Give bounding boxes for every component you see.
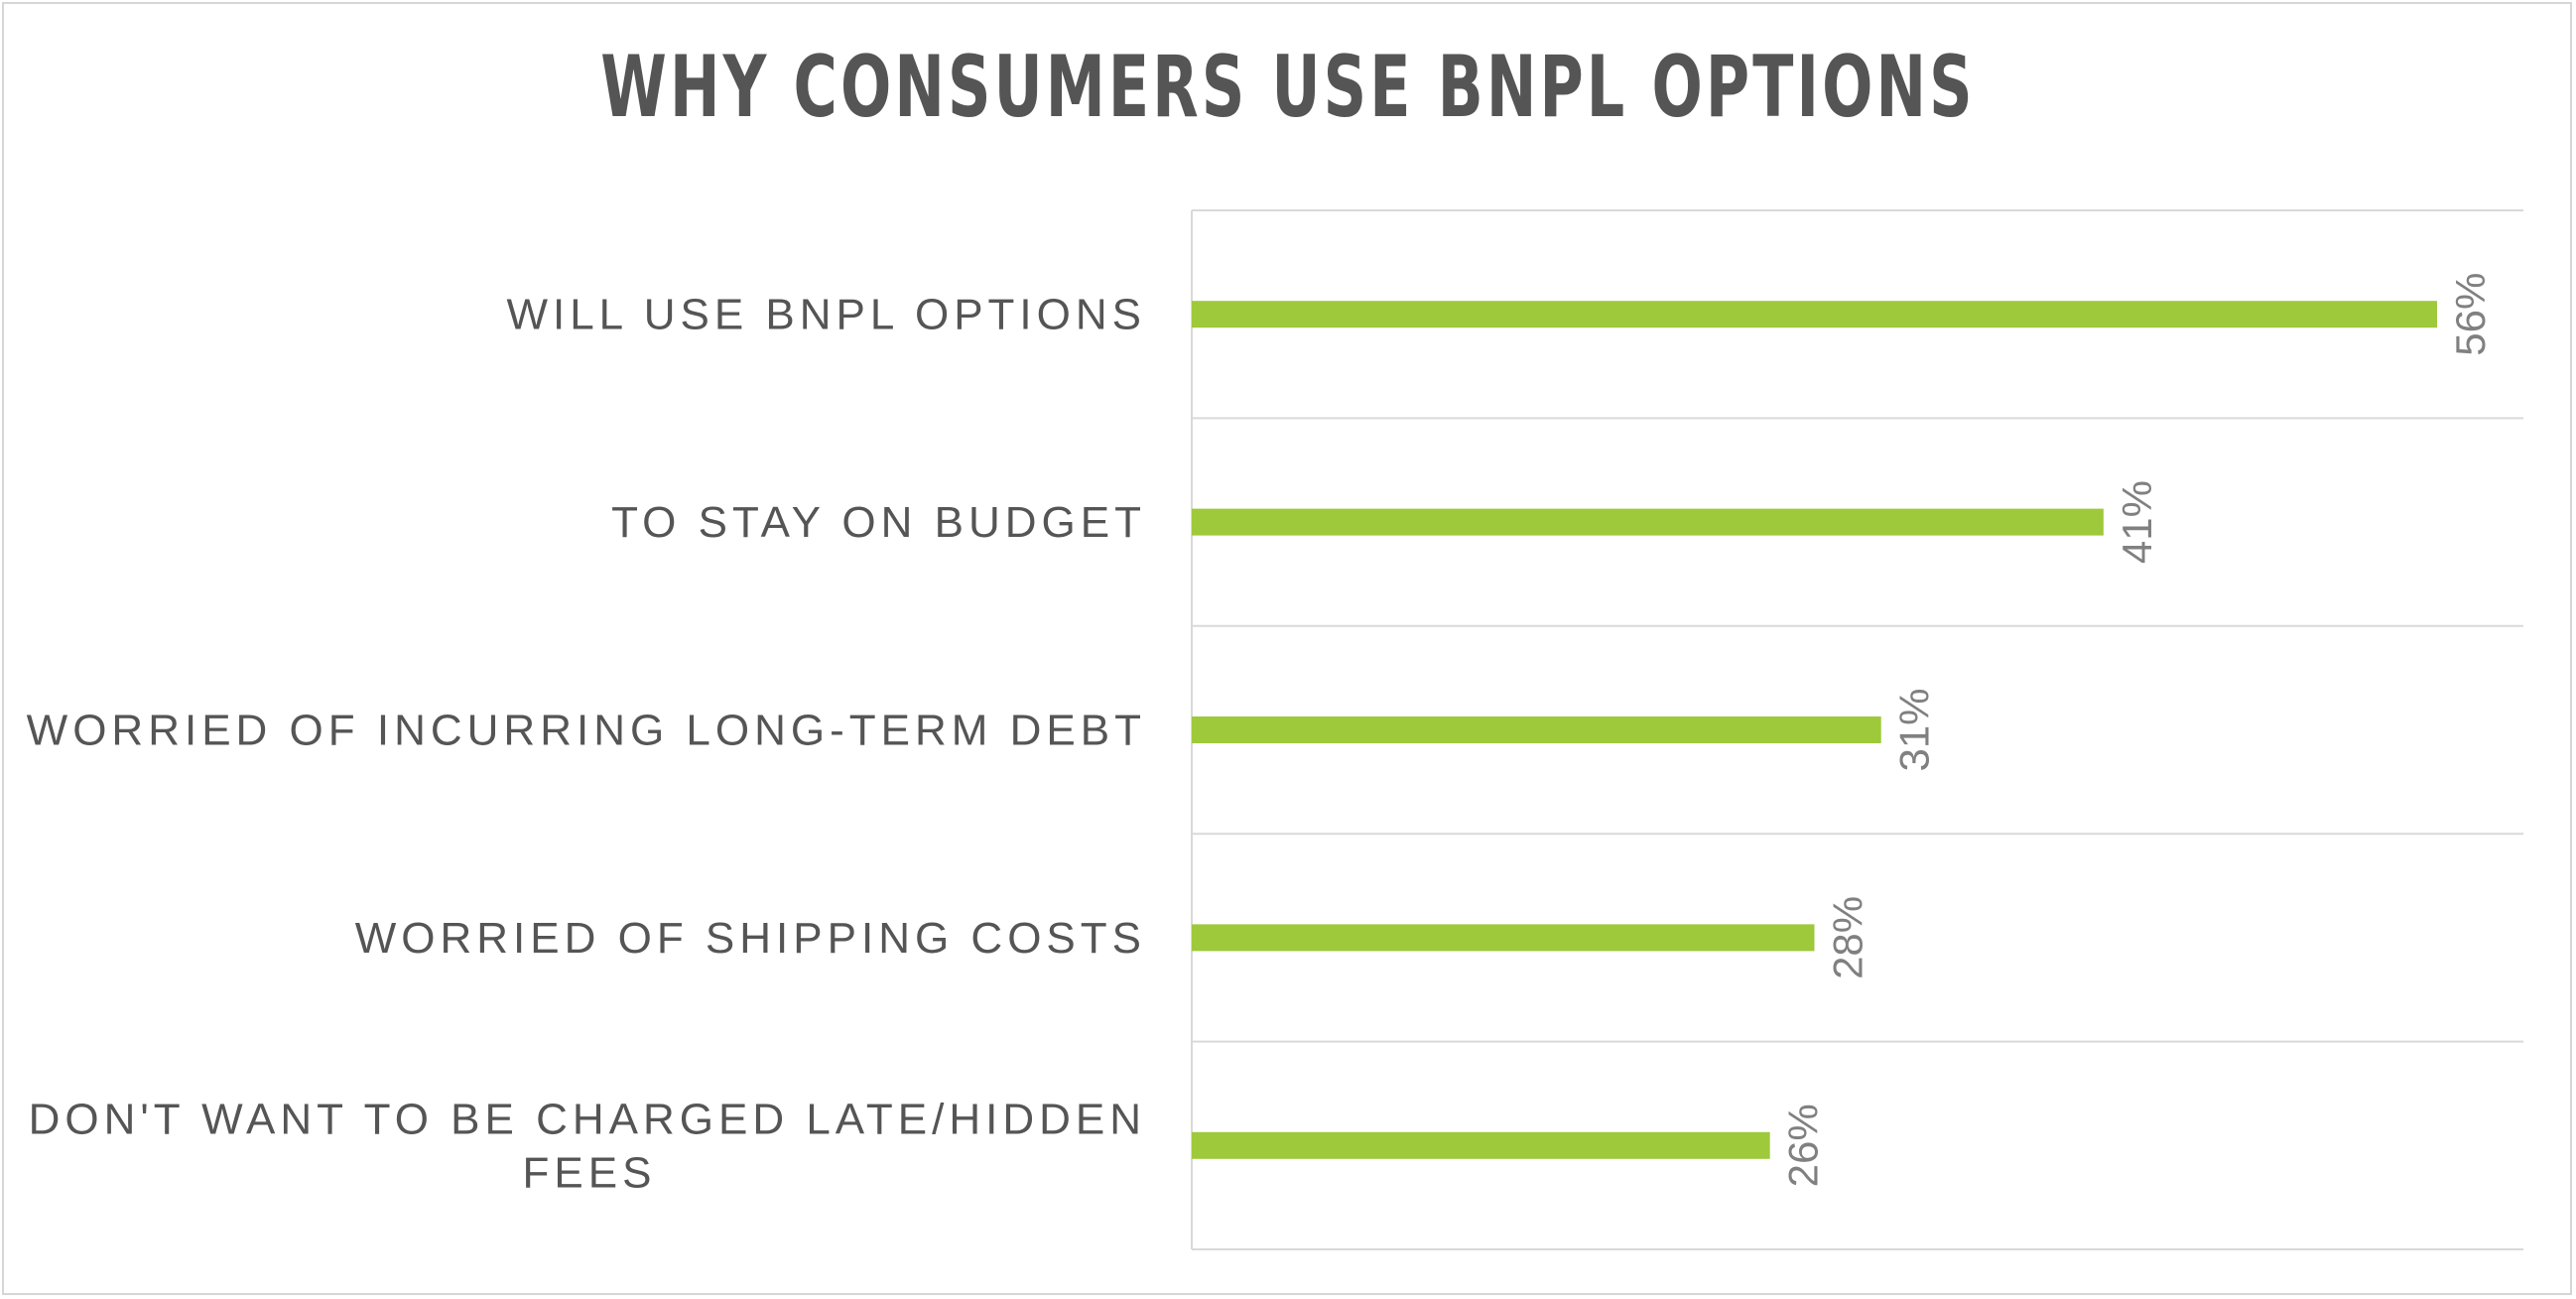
bar bbox=[1192, 716, 1881, 743]
category-label: WORRIED OF INCURRING LONG-TERM DEBT bbox=[27, 707, 1146, 755]
bar bbox=[1192, 301, 2437, 328]
data-label: 31% bbox=[1891, 688, 1938, 771]
chart-title: WHY CONSUMERS USE BNPL OPTIONS bbox=[600, 38, 1976, 137]
data-label: 26% bbox=[1780, 1104, 1827, 1187]
category-label: WORRIED OF SHIPPING COSTS bbox=[355, 914, 1146, 963]
data-label: 41% bbox=[2114, 480, 2160, 564]
data-label: 28% bbox=[1825, 896, 1871, 979]
bar bbox=[1192, 508, 2104, 536]
bar bbox=[1192, 1131, 1770, 1159]
data-label: 56% bbox=[2447, 273, 2494, 356]
category-label: TO STAY ON BUDGET bbox=[611, 498, 1146, 547]
category-label: DON'T WANT TO BE CHARGED LATE/HIDDEN FEES bbox=[29, 1095, 1146, 1197]
category-label: WILL USE BNPL OPTIONS bbox=[506, 291, 1146, 339]
bar bbox=[1192, 924, 1815, 952]
